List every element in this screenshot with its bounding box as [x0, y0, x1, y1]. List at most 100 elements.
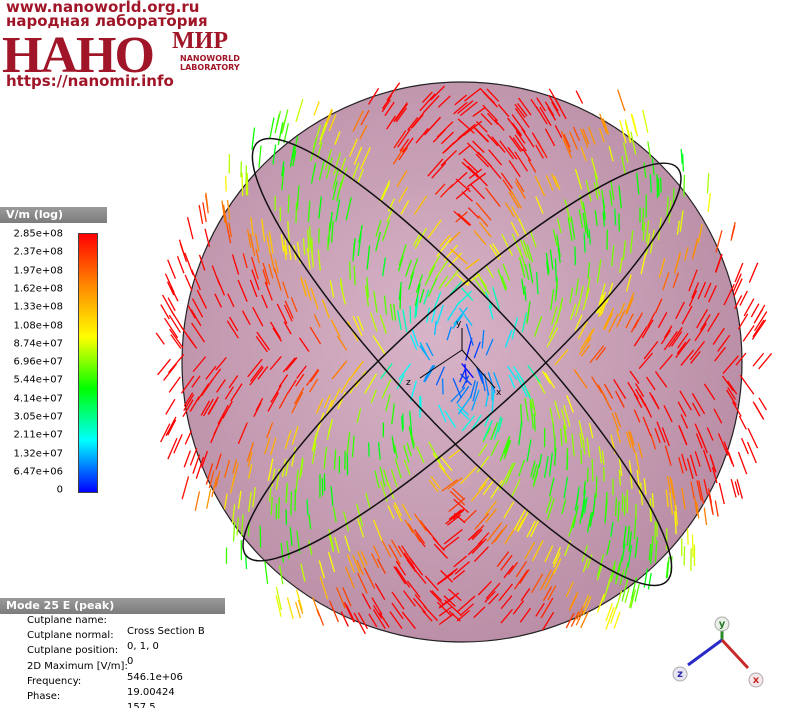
- field-arrow: [231, 254, 240, 275]
- field-arrow: [621, 543, 626, 562]
- field-arrow: [730, 479, 737, 498]
- field-arrow: [499, 438, 510, 462]
- field-arrow: [519, 261, 526, 278]
- field-arrow: [654, 428, 661, 444]
- field-arrow: [255, 248, 260, 263]
- field-arrow: [544, 568, 556, 590]
- field-arrow: [504, 329, 513, 348]
- field-arrow: [473, 546, 489, 563]
- field-arrow: [574, 300, 581, 317]
- field-arrow: [438, 606, 453, 617]
- field-arrow: [281, 109, 289, 133]
- field-arrow: [332, 168, 340, 190]
- field-arrow: [514, 569, 529, 590]
- field-arrow: [310, 138, 318, 162]
- field-arrow: [575, 609, 585, 626]
- field-arrow: [674, 511, 677, 535]
- watermark-text: народная лаборатория: [6, 12, 208, 30]
- field-arrow: [397, 255, 404, 272]
- field-arrow: [707, 488, 713, 503]
- field-arrow: [681, 453, 688, 471]
- field-arrow: [249, 279, 258, 298]
- field-arrow: [393, 504, 403, 522]
- field-arrow: [461, 287, 474, 301]
- field-arrow: [318, 196, 322, 219]
- field-arrow: [727, 380, 738, 395]
- field-arrow: [675, 338, 691, 359]
- field-arrow: [492, 286, 500, 310]
- field-arrow: [252, 487, 256, 508]
- field-arrow: [703, 507, 708, 526]
- field-arrow: [393, 444, 399, 459]
- field-arrow: [316, 608, 325, 626]
- field-arrow: [643, 340, 659, 360]
- field-arrow: [167, 437, 178, 460]
- field-arrow: [550, 289, 555, 311]
- field-arrow: [733, 278, 743, 297]
- field-arrow: [487, 371, 496, 394]
- field-arrow: [619, 257, 623, 273]
- field-arrow: [415, 274, 423, 293]
- field-arrow: [465, 273, 481, 286]
- field-arrow: [276, 303, 288, 325]
- field-arrow: [390, 539, 402, 558]
- field-arrow: [436, 304, 444, 325]
- field-arrow: [477, 580, 492, 596]
- field-arrow: [228, 222, 232, 238]
- field-arrow: [562, 138, 573, 159]
- field-arrow: [711, 467, 718, 484]
- field-arrow: [452, 487, 465, 500]
- field-arrow: [583, 480, 586, 496]
- field-arrow: [473, 341, 481, 359]
- field-arrow: [610, 560, 616, 579]
- field-arrow: [486, 522, 503, 542]
- field-arrow: [497, 104, 510, 118]
- field-arrow: [357, 233, 362, 257]
- field-arrow: [414, 594, 427, 609]
- field-arrow: [594, 210, 598, 226]
- field-arrow: [739, 374, 755, 395]
- field-arrow: [448, 448, 461, 459]
- watermark-text: https://nanomir.info: [6, 72, 174, 90]
- field-arrow: [169, 328, 184, 349]
- field-arrow: [457, 213, 472, 226]
- field-arrow: [514, 103, 526, 119]
- field-arrow: [650, 434, 657, 450]
- field-arrow: [580, 146, 587, 162]
- field-arrow: [291, 426, 299, 445]
- field-arrow: [313, 101, 320, 116]
- field-arrow: [323, 394, 331, 409]
- field-arrow: [530, 460, 536, 477]
- field-arrow: [752, 319, 765, 338]
- field-arrow: [280, 234, 285, 252]
- field-arrow: [709, 454, 717, 473]
- field-arrow: [441, 378, 444, 395]
- field-arrow: [183, 392, 194, 407]
- field-arrow: [520, 239, 528, 258]
- field-arrow: [606, 539, 611, 555]
- field-arrow: [414, 569, 427, 585]
- field-arrow: [247, 451, 253, 467]
- field-arrow: [297, 599, 304, 615]
- field-arrow: [403, 590, 416, 607]
- field-arrow: [503, 565, 514, 579]
- field-arrow: [609, 189, 613, 207]
- field-arrow: [335, 199, 341, 222]
- field-arrow: [499, 140, 515, 160]
- field-arrow: [586, 554, 593, 569]
- field-arrow: [467, 207, 480, 219]
- field-arrow: [374, 470, 380, 489]
- field-arrow: [703, 282, 712, 298]
- field-arrow: [568, 519, 575, 537]
- field-arrow: [306, 247, 311, 270]
- field-arrow: [351, 162, 360, 181]
- field-arrow: [282, 281, 289, 299]
- field-arrow: [521, 278, 525, 295]
- field-arrow: [266, 235, 271, 255]
- legend-label: 4.14e+07: [13, 393, 63, 405]
- field-arrow: [518, 459, 526, 477]
- info-row: 2D Maximum [V/m]: 546.1e+06: [27, 661, 183, 683]
- field-arrow: [529, 229, 537, 248]
- field-arrow: [734, 295, 743, 310]
- field-arrow: [461, 161, 479, 178]
